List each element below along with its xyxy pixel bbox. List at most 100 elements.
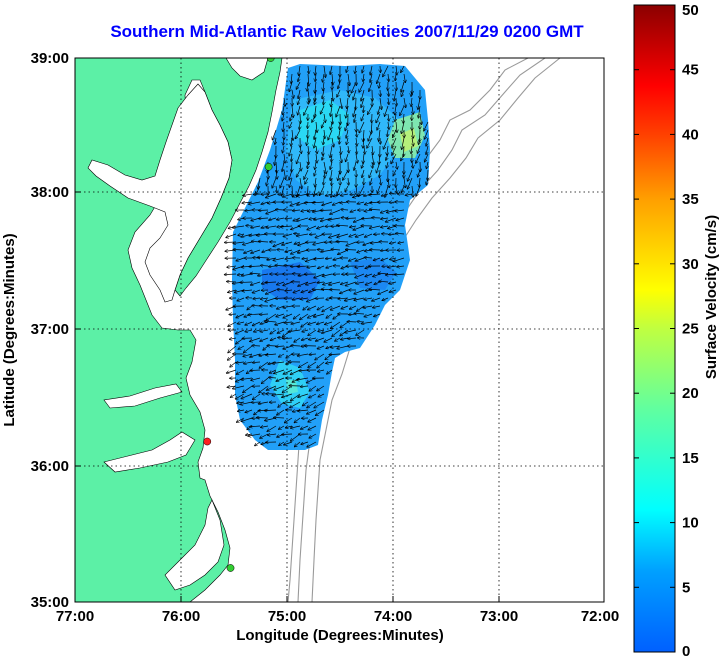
- colorbar-tick-label: 50: [682, 2, 699, 19]
- velocity-arrow: [370, 73, 372, 82]
- velocity-arrow: [392, 145, 397, 155]
- velocity-arrow: [402, 185, 405, 192]
- velocity-arrow: [274, 369, 285, 373]
- velocity-arrow: [240, 401, 253, 405]
- velocity-arrow: [324, 169, 325, 178]
- velocity-arrow: [362, 218, 373, 219]
- velocity-arrow: [412, 105, 413, 114]
- velocity-arrow: [230, 361, 237, 367]
- velocity-arrow: [395, 73, 396, 80]
- velocity-arrow: [418, 97, 421, 109]
- velocity-arrow: [420, 113, 422, 124]
- velocity-arrow: [237, 322, 245, 324]
- velocity-arrow: [262, 250, 269, 252]
- velocity-arrow: [266, 385, 277, 390]
- velocity-arrow: [367, 137, 373, 148]
- velocity-arrow: [373, 257, 381, 260]
- velocity-arrow: [315, 65, 316, 75]
- velocity-arrow: [386, 161, 388, 168]
- velocity-arrow: [236, 362, 245, 363]
- velocity-arrow: [315, 353, 325, 360]
- velocity-arrow: [403, 113, 404, 123]
- velocity-arrow: [332, 113, 333, 124]
- velocity-arrow: [396, 121, 397, 132]
- velocity-arrow: [283, 121, 284, 131]
- velocity-arrow: [341, 338, 349, 340]
- velocity-arrow: [262, 377, 269, 383]
- velocity-arrow: [285, 417, 293, 423]
- velocity-arrow: [290, 201, 301, 206]
- velocity-arrow: [252, 289, 261, 293]
- velocity-arrow: [243, 385, 253, 392]
- velocity-arrow: [418, 105, 420, 118]
- velocity-arrow: [259, 241, 269, 242]
- velocity-arrow: [333, 193, 341, 196]
- velocity-arrow: [285, 290, 293, 291]
- velocity-arrow: [315, 89, 316, 101]
- velocity-arrow: [248, 433, 261, 436]
- velocity-arrow: [317, 305, 325, 310]
- velocity-arrow: [242, 290, 253, 291]
- velocity-arrow: [355, 266, 365, 267]
- velocity-arrow: [304, 169, 309, 179]
- velocity-arrow: [353, 105, 357, 117]
- velocity-arrow: [312, 202, 325, 203]
- velocity-arrow: [277, 281, 285, 285]
- velocity-arrow: [280, 226, 293, 227]
- velocity-arrow: [290, 113, 292, 121]
- velocity-arrow: [338, 81, 340, 88]
- velocity-arrow: [291, 153, 292, 161]
- velocity-arrow: [332, 137, 334, 147]
- velocity-arrow: [272, 129, 277, 140]
- velocity-arrow: [393, 129, 397, 137]
- velocity-arrow: [282, 161, 285, 171]
- velocity-arrow: [285, 250, 293, 252]
- velocity-arrow: [307, 266, 317, 268]
- velocity-arrow: [283, 137, 284, 145]
- velocity-arrow: [353, 193, 365, 197]
- velocity-arrow: [250, 370, 261, 371]
- velocity-arrow: [381, 194, 389, 196]
- velocity-arrow: [314, 97, 316, 104]
- velocity-arrow: [301, 425, 309, 429]
- velocity-arrow: [364, 313, 373, 317]
- velocity-arrow: [300, 161, 301, 171]
- velocity-arrow: [304, 105, 309, 115]
- velocity-arrow: [365, 273, 373, 277]
- velocity-arrow: [401, 81, 405, 92]
- velocity-arrow: [307, 225, 317, 230]
- velocity-arrow: [260, 330, 269, 332]
- velocity-arrow: [363, 306, 373, 308]
- velocity-arrow: [298, 89, 300, 98]
- velocity-arrow: [356, 145, 357, 154]
- colorbar-tick-label: 30: [682, 256, 699, 273]
- map-title: Southern Mid-Atlantic Raw Velocities 200…: [110, 22, 584, 41]
- velocity-arrow: [335, 337, 341, 341]
- velocity-arrow: [326, 313, 333, 318]
- velocity-arrow: [382, 297, 389, 300]
- velocity-arrow: [332, 329, 341, 336]
- velocity-arrow: [357, 202, 365, 204]
- velocity-arrow: [258, 402, 269, 404]
- velocity-arrow: [369, 209, 381, 210]
- colorbar-tick-label: 35: [682, 191, 699, 208]
- velocity-arrow: [292, 129, 293, 140]
- velocity-arrow: [302, 258, 309, 259]
- velocity-arrow: [332, 73, 333, 85]
- velocity-arrow: [282, 113, 284, 121]
- velocity-arrow: [252, 305, 261, 306]
- velocity-arrow: [233, 226, 245, 228]
- velocity-arrow: [363, 129, 364, 142]
- velocity-arrow: [416, 153, 421, 163]
- velocity-arrow: [401, 65, 405, 72]
- velocity-arrow: [309, 338, 317, 340]
- grid-lines: [75, 58, 604, 602]
- velocity-arrow: [266, 209, 277, 214]
- velocity-arrow: [244, 345, 253, 353]
- velocity-arrow: [308, 65, 309, 73]
- velocity-arrow: [336, 241, 349, 242]
- velocity-arrow: [356, 129, 357, 137]
- velocity-arrow: [333, 258, 341, 260]
- velocity-arrow: [346, 153, 349, 162]
- velocity-arrow: [251, 377, 261, 380]
